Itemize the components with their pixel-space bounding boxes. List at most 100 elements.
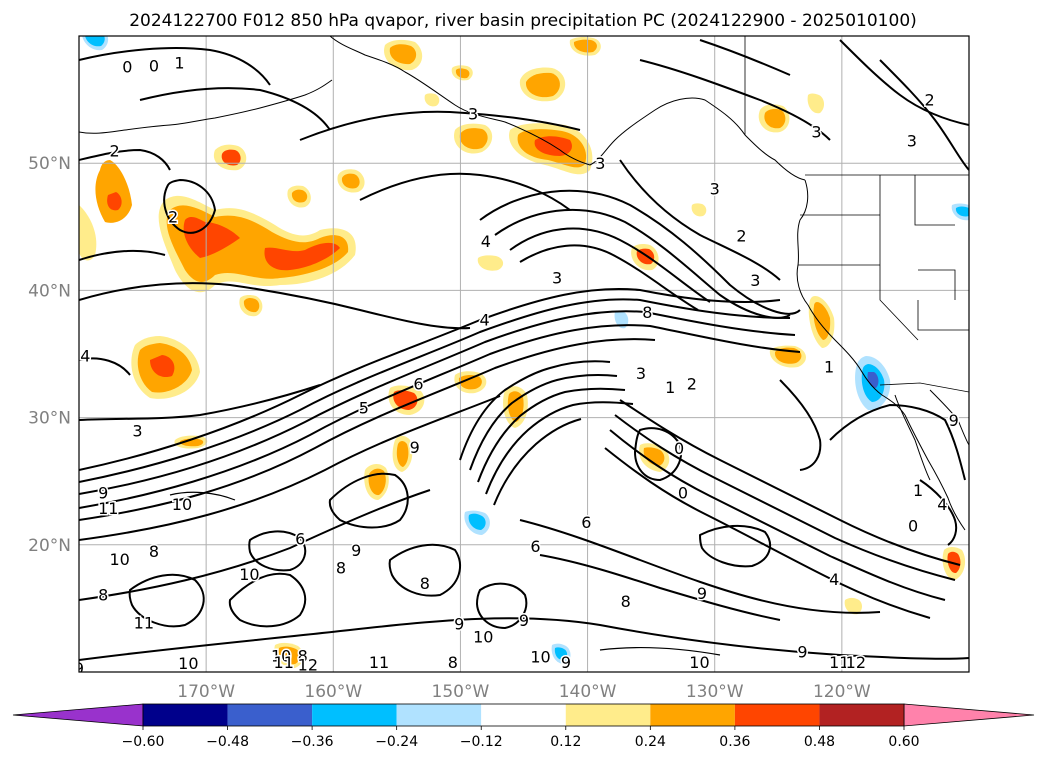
pc-blob (691, 203, 707, 217)
contour-label: 2 (168, 208, 178, 227)
pc-blob (554, 647, 568, 661)
coastline-mainland-mexico (929, 389, 969, 446)
contour-label: 10 (172, 495, 192, 514)
colorbar-segment (396, 704, 482, 726)
contour-label: 10 (178, 654, 198, 673)
pc-blob (844, 597, 863, 615)
contour-label: 12 (846, 653, 866, 672)
contour-label: 12 (298, 655, 318, 674)
contour-line (619, 399, 961, 566)
pc-blob (396, 441, 409, 467)
colorbar-segment (227, 704, 313, 726)
contour-line (228, 572, 307, 628)
lat-tick-label: 40°N (28, 281, 71, 301)
contour-line (599, 646, 721, 656)
contour-label: 6 (295, 529, 305, 548)
contour-line (79, 338, 656, 521)
contour-line (139, 87, 331, 131)
pc-blob (424, 93, 440, 107)
contour-label: 3 (132, 421, 142, 440)
lon-tick-label: 120°W (813, 682, 871, 702)
colorbar-tick-label: −0.48 (206, 734, 249, 750)
contour-line (609, 429, 946, 601)
contour-line (539, 554, 781, 621)
pc-blob (243, 297, 260, 313)
contour-label: 10 (689, 653, 709, 672)
pc-blob (221, 149, 241, 166)
border-state-nv (879, 265, 919, 341)
contour-label: 11 (98, 499, 118, 518)
colorbar-segment (650, 704, 735, 726)
colorbar-extend-min (12, 703, 144, 727)
contour-label: 11 (134, 613, 154, 632)
lon-tick-label: 160°W (304, 682, 362, 702)
contour-line (619, 159, 781, 281)
contour-label: 9 (697, 584, 707, 603)
contour-line (839, 39, 969, 126)
contour-label: 9 (561, 653, 571, 672)
contour-label: 6 (581, 513, 591, 532)
lon-tick-label: 130°W (686, 682, 744, 702)
border-state-mt (914, 175, 955, 226)
longitude-tick-labels: 170°W 160°W 150°W 140°W 130°W 120°W (177, 682, 871, 702)
contour-line (494, 208, 791, 319)
contour-label: 9 (74, 659, 84, 678)
contour-label: 2 (687, 374, 697, 393)
colorbar-segment (143, 704, 228, 726)
contour-line (79, 149, 171, 171)
pc-blob (468, 513, 486, 530)
contour-label: 8 (298, 646, 308, 665)
contour-label: 10 (530, 648, 550, 667)
colorbar-tick-label: 0.36 (719, 734, 750, 750)
contour-line (248, 530, 307, 572)
contour-label: 1 (824, 358, 834, 377)
contour-line (79, 489, 431, 601)
lon-tick-label: 140°W (559, 682, 617, 702)
coastline-baja (904, 414, 966, 531)
pc-blob (150, 355, 175, 378)
contour-line (485, 401, 634, 495)
colorbar-frame (142, 703, 905, 727)
pc-blob (573, 39, 597, 53)
pc-blob (955, 206, 969, 217)
colorbar-segment (819, 704, 904, 726)
contour-line (79, 249, 166, 261)
contour-line (79, 324, 801, 509)
colorbar-tick-label: −0.36 (291, 734, 334, 750)
contour-label: 8 (420, 574, 430, 593)
contour-label: 3 (636, 364, 646, 383)
pc-blob (341, 173, 360, 189)
contour-label: 6 (530, 537, 540, 556)
contour-label: 3 (907, 131, 917, 150)
contour-label: 6 (413, 374, 423, 393)
pc-blob (278, 646, 301, 665)
contour-line (128, 573, 205, 628)
colorbar-tick-label: 0.48 (804, 734, 835, 750)
contour-label: 9 (797, 643, 807, 662)
contour-label: 2 (924, 91, 934, 110)
contour-line (699, 39, 791, 76)
contour-line (519, 519, 881, 614)
colorbar-segment (481, 704, 566, 726)
contour-label: 10 (239, 565, 259, 584)
contour-line (299, 110, 581, 141)
contour-label: 10 (271, 646, 291, 665)
contour-line (79, 310, 796, 495)
contour-line (604, 447, 931, 619)
pc-blob (614, 310, 629, 329)
pc-blob (807, 93, 825, 114)
border-state-ut (918, 269, 956, 300)
contour-label: 4 (481, 232, 491, 251)
pc-blob (393, 390, 418, 410)
contour-label: 3 (811, 122, 821, 141)
contour-label: 0 (674, 439, 684, 458)
pc-blob (507, 391, 524, 422)
coastline-aleutians (79, 79, 333, 134)
contour-line (79, 617, 969, 661)
pc-blob (477, 255, 504, 271)
map-frame (78, 35, 970, 673)
pc-blob (643, 447, 665, 466)
contour-label: 0 (678, 484, 688, 503)
qvapor-contours (79, 39, 969, 661)
contour-label: 2 (736, 227, 746, 246)
